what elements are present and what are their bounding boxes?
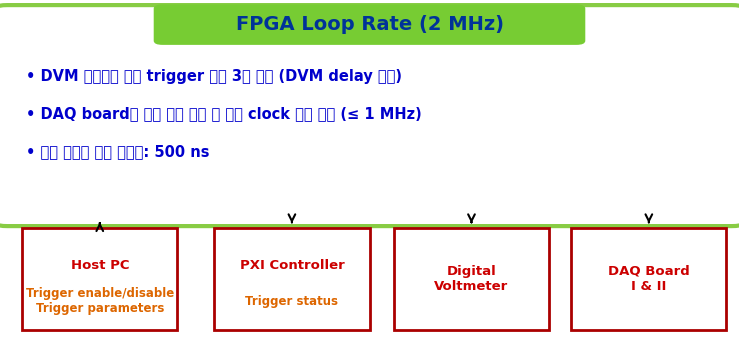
FancyBboxPatch shape [0,5,739,226]
Text: PXI Controller: PXI Controller [239,259,344,272]
FancyBboxPatch shape [571,228,726,330]
Text: Trigger enable/disable
Trigger parameters: Trigger enable/disable Trigger parameter… [26,287,174,315]
Text: FPGA Loop Rate (2 MHz): FPGA Loop Rate (2 MHz) [236,15,503,34]
Text: • DVM 동기화를 위한 trigger 신호 3개 발생 (DVM delay 고려): • DVM 동기화를 위한 trigger 신호 3개 발생 (DVM dela… [26,69,402,84]
Text: Digital
Voltmeter: Digital Voltmeter [435,265,508,293]
Text: DAQ Board
I & II: DAQ Board I & II [608,265,689,293]
FancyBboxPatch shape [214,228,370,330]
Text: Trigger status: Trigger status [245,295,338,308]
FancyBboxPatch shape [22,228,177,330]
FancyBboxPatch shape [154,4,585,45]
Text: • 신호 타이밍 조절 분해능: 500 ns: • 신호 타이밍 조절 분해능: 500 ns [26,144,209,159]
Text: Host PC: Host PC [70,259,129,272]
Text: • DAQ board의 전압 신호 획득 및 생성 clock 신호 발생 (≤ 1 MHz): • DAQ board의 전압 신호 획득 및 생성 clock 신호 발생 (… [26,106,422,121]
FancyBboxPatch shape [394,228,549,330]
